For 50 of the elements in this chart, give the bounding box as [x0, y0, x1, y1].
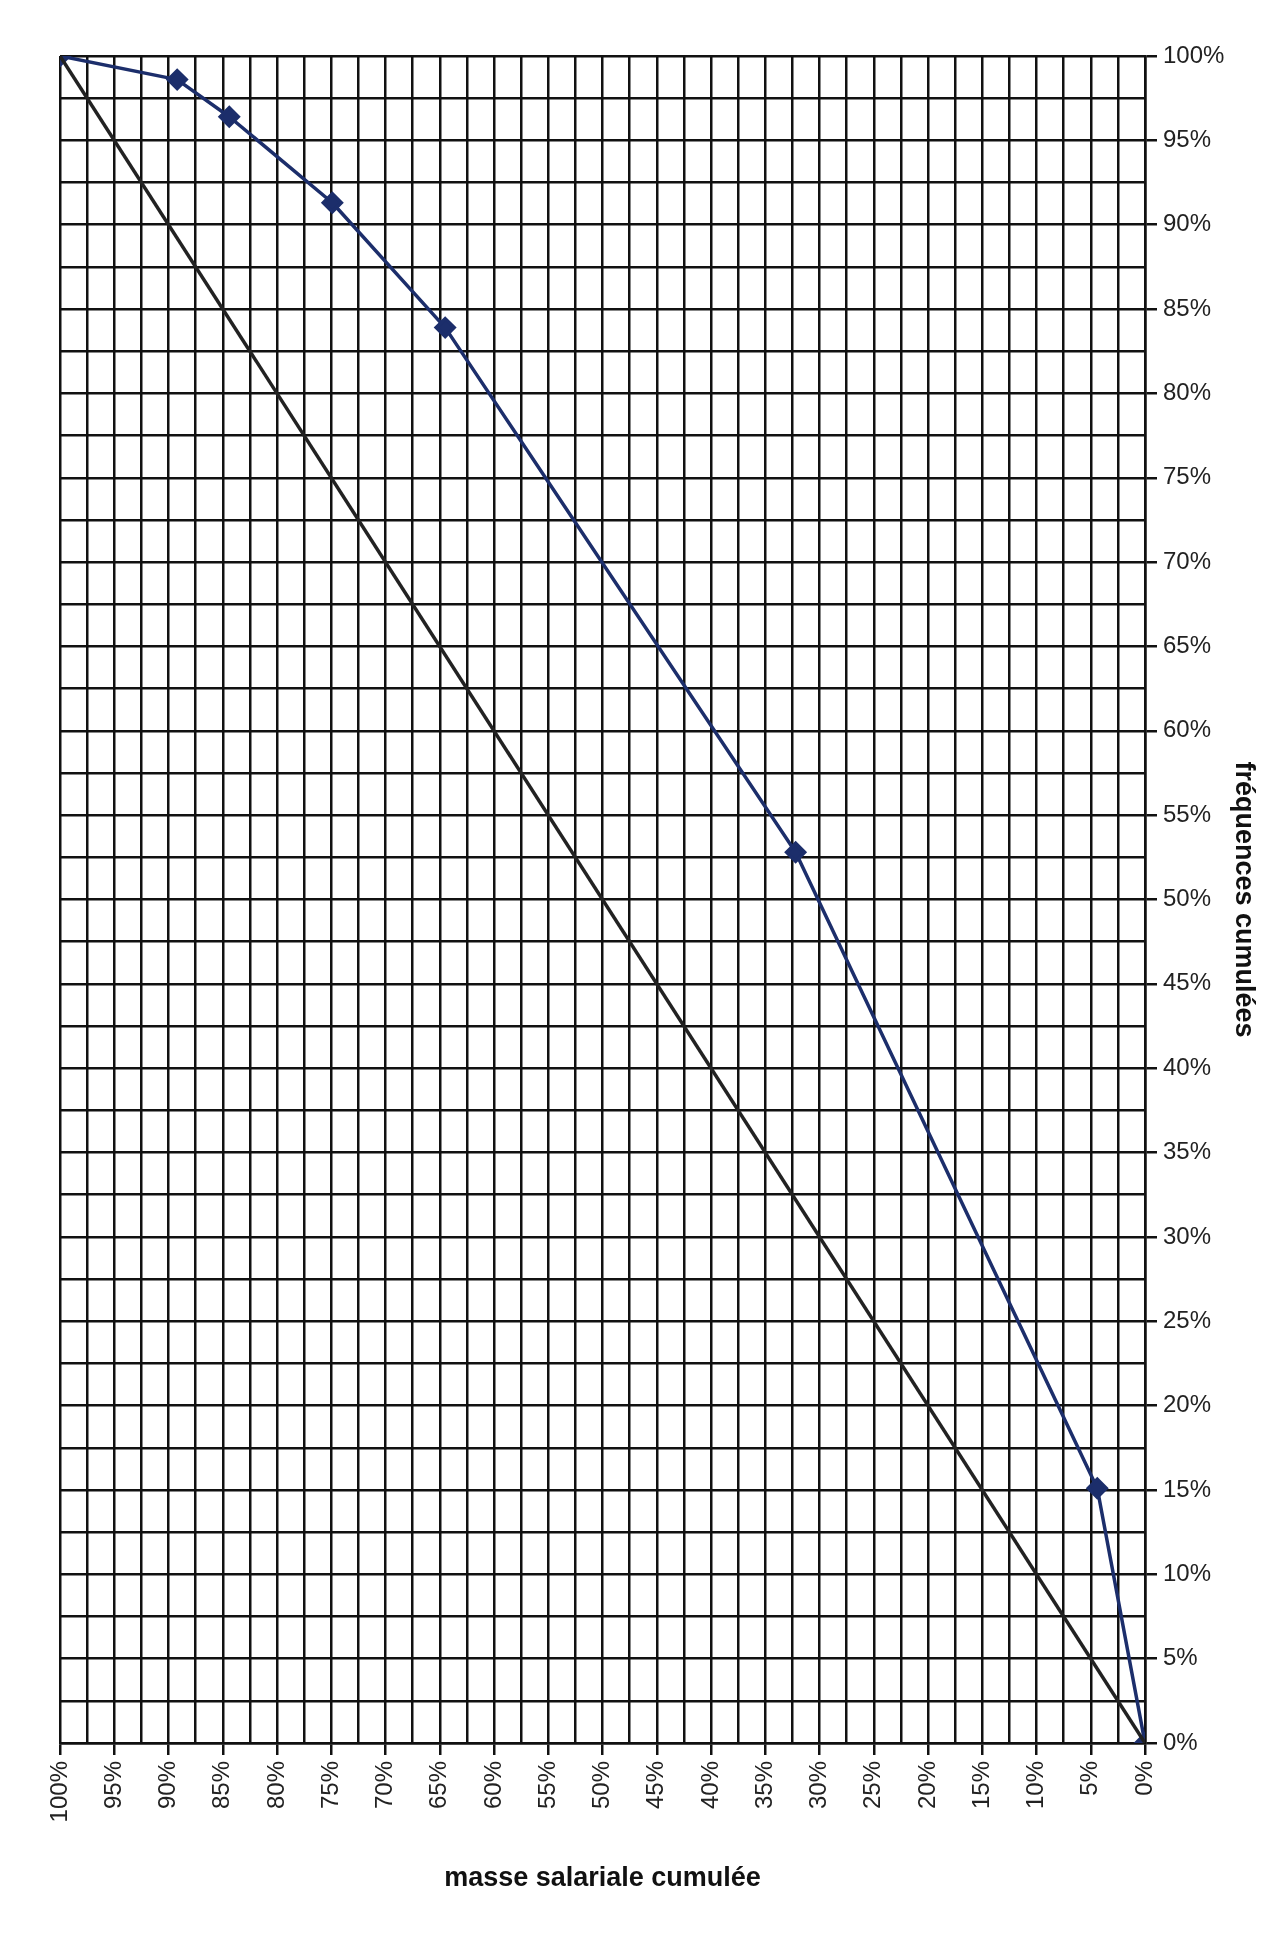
- y-tick-label: 5%: [1163, 1643, 1198, 1671]
- y-tick-label: 100%: [1163, 40, 1225, 68]
- y-tick-label: 65%: [1163, 631, 1212, 659]
- y-tick-label: 15%: [1163, 1474, 1212, 1502]
- point: [321, 192, 344, 214]
- y-tick-label: 60%: [1163, 715, 1212, 743]
- x-tick-label: 15%: [966, 1761, 994, 1810]
- y-tick-label: 55%: [1163, 799, 1212, 827]
- x-tick-label: 35%: [749, 1761, 777, 1810]
- x-tick-label: 90%: [153, 1761, 181, 1810]
- y-tick-label: 45%: [1163, 968, 1212, 996]
- x-tick-label: 10%: [1021, 1761, 1049, 1810]
- y-tick-label: 95%: [1163, 124, 1212, 152]
- x-tick-label: 60%: [478, 1761, 506, 1810]
- point: [218, 105, 241, 128]
- x-tick-label: 55%: [532, 1761, 560, 1810]
- point: [784, 841, 807, 864]
- x-tick-label: 25%: [858, 1761, 886, 1810]
- x-tick-label: 65%: [424, 1761, 452, 1810]
- y-tick-label: 90%: [1163, 209, 1212, 237]
- x-tick-label: 75%: [315, 1761, 343, 1810]
- y-tick-label: 50%: [1163, 884, 1212, 912]
- y-tick-label: 20%: [1163, 1390, 1212, 1418]
- x-tick-label: 80%: [261, 1761, 289, 1810]
- y-tick-label: 70%: [1163, 546, 1212, 574]
- y-tick-label: 75%: [1163, 462, 1212, 490]
- x-tick-label: 40%: [695, 1761, 723, 1810]
- y-tick-label: 0%: [1163, 1727, 1198, 1755]
- y-tick-label: 85%: [1163, 293, 1212, 321]
- x-tick-label: 0%: [1129, 1761, 1157, 1796]
- y-tick-label: 80%: [1163, 378, 1212, 406]
- x-tick-label: 100%: [44, 1761, 72, 1823]
- y-tick-label: 30%: [1163, 1221, 1212, 1249]
- point: [166, 68, 188, 91]
- x-tick-label: 45%: [641, 1761, 669, 1810]
- x-tick-label: 20%: [912, 1761, 940, 1810]
- x-tick-label: 95%: [98, 1761, 126, 1810]
- point: [434, 316, 456, 339]
- point: [1086, 1477, 1109, 1500]
- x-tick-label: 70%: [370, 1761, 398, 1810]
- y-tick-label: 40%: [1163, 1052, 1212, 1080]
- x-tick-label: 50%: [587, 1761, 615, 1810]
- x-tick-label: 30%: [804, 1761, 832, 1810]
- y-tick-label: 10%: [1163, 1558, 1212, 1586]
- x-axis-title: masse salariale cumulée: [444, 1862, 761, 1893]
- x-tick-label: 5%: [1075, 1761, 1103, 1796]
- y-tick-label: 25%: [1163, 1305, 1212, 1333]
- x-tick-label: 85%: [207, 1761, 235, 1810]
- y-tick-label: 35%: [1163, 1137, 1212, 1165]
- y-axis-title: fréquences cumulées: [1230, 761, 1261, 1038]
